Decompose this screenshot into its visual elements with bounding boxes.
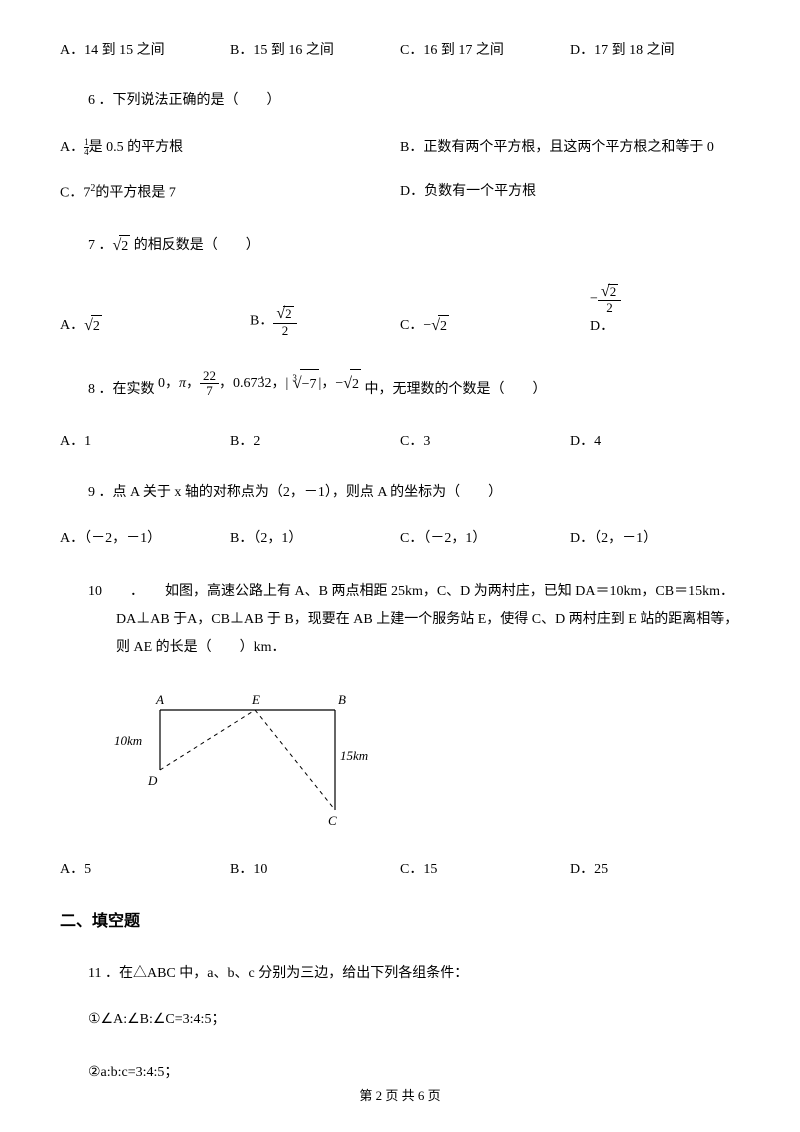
q7-prefix: 7 ．: [88, 238, 113, 253]
opt-d: D．17 到 18 之间: [570, 40, 740, 62]
frac-sqrt2-2: √22: [273, 305, 296, 338]
lbl-15km: 15km: [340, 748, 368, 763]
q7-suffix: 的相反数是（ ）: [130, 238, 260, 253]
q11-stem: 11 ．在△ABC 中，a、b、c 分别为三边，给出下列各组条件：: [60, 963, 740, 985]
opt-a: A．14 到 15 之间: [60, 40, 230, 62]
q5-prev-options: A．14 到 15 之间 B．15 到 16 之间 C．16 到 17 之间 D…: [60, 40, 740, 62]
dot3: 3: [258, 376, 265, 391]
lbl-B: B: [338, 692, 346, 707]
q10-options: A．5 B．10 C．15 D．25: [60, 859, 740, 881]
c1: ，: [186, 376, 200, 391]
opt-a: A．（－2，－1）: [60, 528, 230, 550]
q6-stem: 6 ．下列说法正确的是（ ）: [60, 90, 740, 112]
opt-c: C．3: [400, 431, 570, 453]
opt-a: A．5: [60, 859, 230, 881]
opt-b: B．10: [230, 859, 400, 881]
s: 中，无理数的个数是（ ）: [365, 382, 547, 397]
opt-d: D．4: [570, 431, 740, 453]
lbl: A．: [60, 318, 84, 333]
lbl-E: E: [251, 692, 260, 707]
opt-d: D．（2，－1）: [570, 528, 740, 550]
opt-d: D．25: [570, 859, 740, 881]
zero: 0，: [158, 376, 179, 391]
neg: −: [335, 376, 343, 391]
q8-options: A．1 B．2 C．3 D．4: [60, 431, 740, 453]
q9-options: A．（－2，－1） B．（2，1） C．（－2，1） D．（2，－1）: [60, 528, 740, 550]
lbl-A: A: [155, 692, 164, 707]
q6-b: B．正数有两个平方根，且这两个平方根之和等于 0: [400, 137, 740, 159]
opt-label: A．: [60, 140, 84, 155]
lbl: D．: [590, 319, 614, 334]
lbl-D: D: [147, 773, 158, 788]
pi: π: [179, 376, 186, 391]
frac-sqrt2-2: √22: [598, 283, 621, 316]
neg: −: [590, 291, 598, 306]
q8-stem: 8 ．在实数 0，π，227，0.6732，|3√−7|，−√2 中，无理数的个…: [60, 372, 740, 407]
q6-row1: A．14是 0.5 的平方根 B．正数有两个平方根，且这两个平方根之和等于 0: [60, 137, 740, 159]
q6-c-suffix: 的平方根是 7: [95, 186, 176, 201]
q7-d: −√22 D．: [550, 283, 740, 338]
opt-b: B．2: [230, 431, 400, 453]
c2: ，0.67: [219, 376, 258, 391]
q7-c: C．−√2: [400, 313, 550, 339]
opt-c: C．15: [400, 859, 570, 881]
sqrt2: √2: [431, 313, 449, 339]
section-2-title: 二、填空题: [60, 909, 740, 935]
q7-stem: 7 ．√2 的相反数是（ ）: [60, 233, 740, 259]
lbl: B．: [250, 314, 273, 329]
neg: −: [423, 318, 431, 333]
opt-a: A．1: [60, 431, 230, 453]
opt-c: C．16 到 17 之间: [400, 40, 570, 62]
sqrt2: √2: [343, 366, 361, 401]
q6-c: C．72的平方根是 7: [60, 181, 400, 205]
q10-figure: A E B D C 10km 15km: [100, 690, 740, 838]
q6-a: A．14是 0.5 的平方根: [60, 137, 400, 159]
q7-options: A．√2 B．√22 C．−√2 −√22D．: [60, 283, 740, 338]
lbl-10km: 10km: [114, 733, 142, 748]
q7-b: B．√22: [210, 305, 400, 338]
opt-b: B．15 到 16 之间: [230, 40, 400, 62]
q7-a: A．√2: [60, 313, 210, 339]
opt-b: B．（2，1）: [230, 528, 400, 550]
page-footer: 第 2 页 共 6 页: [0, 1086, 800, 1107]
lbl: C．: [400, 318, 423, 333]
sqrt2: √2: [113, 233, 131, 259]
q10-stem: 10 ． 如图，高速公路上有 A、B 两点相距 25km，C、D 为两村庄，已知…: [88, 578, 740, 662]
sqrt2: √2: [84, 313, 102, 339]
diagram-svg: A E B D C 10km 15km: [100, 690, 380, 830]
q6-a-suffix: 是 0.5 的平方根: [89, 140, 184, 155]
abs-cbrt: |3√−7|: [286, 376, 322, 391]
q6-row2: C．72的平方根是 7 D．负数有一个平方根: [60, 181, 740, 205]
opt-c: C．（－2，1）: [400, 528, 570, 550]
p: 8 ．在实数: [88, 382, 155, 397]
q11-line1: ①∠A:∠B:∠C=3:4:5；: [60, 1009, 740, 1031]
frac-22-7: 227: [200, 369, 219, 399]
q11-line2: ②a:b:c=3:4:5；: [60, 1062, 740, 1084]
c3: 2，: [265, 376, 286, 391]
opt-label: C．: [60, 186, 83, 201]
q9-stem: 9 ．点 A 关于 x 轴的对称点为（2，－1），则点 A 的坐标为（ ）: [60, 482, 740, 504]
c4: ，: [321, 376, 335, 391]
lbl-C: C: [328, 813, 337, 828]
q6-d: D．负数有一个平方根: [400, 181, 740, 205]
